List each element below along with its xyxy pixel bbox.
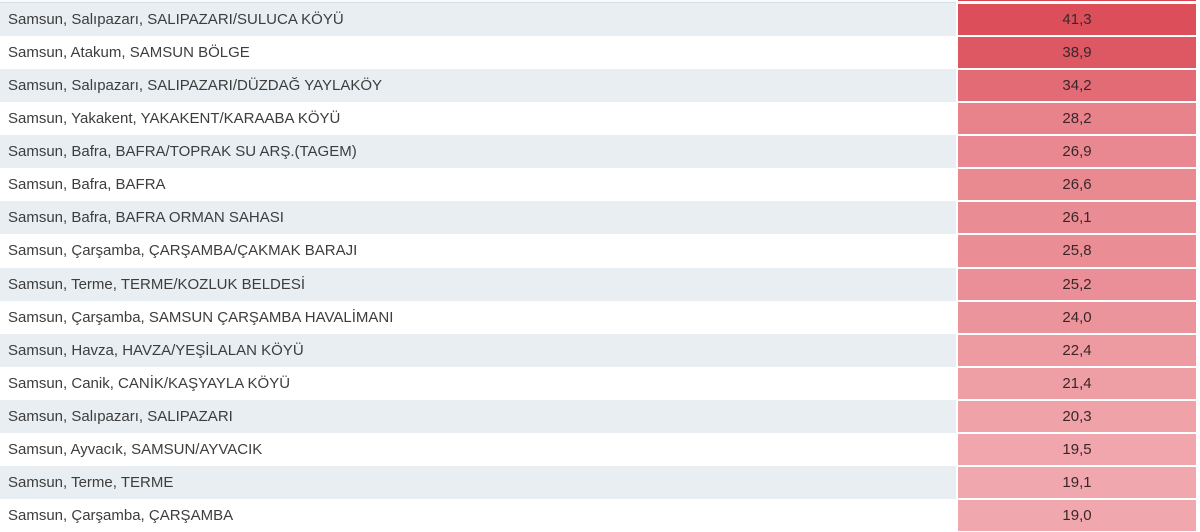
value-cell-frame: 26,6 bbox=[958, 168, 1200, 202]
table-row: Samsun, Yakakent, YAKAKENT/KARAABA KÖYÜ … bbox=[0, 102, 1200, 136]
table-row: Samsun, Ayvacık, SAMSUN/AYVACIK 19,5 bbox=[0, 432, 1200, 466]
value-cell: 26,9 bbox=[958, 136, 1196, 168]
station-name-cell: Samsun, Çarşamba, SAMSUN ÇARŞAMBA HAVALİ… bbox=[0, 300, 956, 334]
column-gap bbox=[956, 300, 958, 334]
value-cell: 19,1 bbox=[958, 466, 1196, 498]
table-row: Samsun, Çarşamba, ÇARŞAMBA 19,0 bbox=[0, 498, 1200, 532]
cutoff-value-cell bbox=[958, 0, 1196, 3]
column-gap bbox=[956, 36, 958, 70]
value-cell-frame: 21,4 bbox=[958, 366, 1200, 400]
station-name-cell: Samsun, Çarşamba, ÇARŞAMBA/ÇAKMAK BARAJI bbox=[0, 234, 956, 268]
table-row: Samsun, Bafra, BAFRA ORMAN SAHASI 26,1 bbox=[0, 201, 1200, 235]
column-gap bbox=[956, 69, 958, 103]
value-cell-frame: 41,3 bbox=[958, 3, 1200, 37]
station-name-cell: Samsun, Havza, HAVZA/YEŞİLALAN KÖYÜ bbox=[0, 333, 956, 367]
column-gap bbox=[956, 201, 958, 235]
table-row: Samsun, Çarşamba, SAMSUN ÇARŞAMBA HAVALİ… bbox=[0, 300, 1200, 334]
column-gap bbox=[956, 135, 958, 169]
table-row: Samsun, Bafra, BAFRA/TOPRAK SU ARŞ.(TAGE… bbox=[0, 135, 1200, 169]
table-row: Samsun, Çarşamba, ÇARŞAMBA/ÇAKMAK BARAJI… bbox=[0, 234, 1200, 268]
value-cell-frame: 38,9 bbox=[958, 36, 1200, 70]
station-name-cell: Samsun, Terme, TERME/KOZLUK BELDESİ bbox=[0, 267, 956, 301]
value-cell: 20,3 bbox=[958, 400, 1196, 432]
station-name-cell: Samsun, Salıpazarı, SALIPAZARI bbox=[0, 399, 956, 433]
station-name-cell: Samsun, Yakakent, YAKAKENT/KARAABA KÖYÜ bbox=[0, 102, 956, 136]
value-cell-frame: 25,8 bbox=[958, 234, 1200, 268]
station-name-cell: Samsun, Atakum, SAMSUN BÖLGE bbox=[0, 36, 956, 70]
table-row: Samsun, Canik, CANİK/KAŞYAYLA KÖYÜ 21,4 bbox=[0, 366, 1200, 400]
cutoff-location-cell bbox=[0, 0, 956, 3]
value-cell-frame: 34,2 bbox=[958, 69, 1200, 103]
value-cell: 26,6 bbox=[958, 169, 1196, 201]
station-name-cell: Samsun, Ayvacık, SAMSUN/AYVACIK bbox=[0, 432, 956, 466]
value-cell: 24,0 bbox=[958, 301, 1196, 333]
column-gap bbox=[956, 498, 958, 532]
column-gap bbox=[956, 465, 958, 499]
table-row: Samsun, Terme, TERME/KOZLUK BELDESİ 25,2 bbox=[0, 267, 1200, 301]
station-name-cell: Samsun, Terme, TERME bbox=[0, 465, 956, 499]
column-gap bbox=[956, 399, 958, 433]
value-cell: 22,4 bbox=[958, 334, 1196, 366]
value-cell: 38,9 bbox=[958, 37, 1196, 69]
cutoff-row-top bbox=[0, 0, 1200, 3]
value-cell: 34,2 bbox=[958, 70, 1196, 102]
value-cell-frame: 19,0 bbox=[958, 498, 1200, 532]
column-gap bbox=[956, 102, 958, 136]
value-cell-frame: 19,1 bbox=[958, 465, 1200, 499]
table-row: Samsun, Salıpazarı, SALIPAZARI/DÜZDAĞ YA… bbox=[0, 69, 1200, 103]
table-row: Samsun, Terme, TERME 19,1 bbox=[0, 465, 1200, 499]
value-cell-frame: 24,0 bbox=[958, 300, 1200, 334]
value-cell: 25,8 bbox=[958, 235, 1196, 267]
column-gap bbox=[956, 3, 958, 37]
column-gap bbox=[956, 234, 958, 268]
value-cell-frame: 25,2 bbox=[958, 267, 1200, 301]
station-name-cell: Samsun, Bafra, BAFRA bbox=[0, 168, 956, 202]
column-gap bbox=[956, 432, 958, 466]
station-name-cell: Samsun, Salıpazarı, SALIPAZARI/SULUCA KÖ… bbox=[0, 3, 956, 37]
value-cell: 21,4 bbox=[958, 367, 1196, 399]
value-cell-frame: 22,4 bbox=[958, 333, 1200, 367]
value-cell: 26,1 bbox=[958, 202, 1196, 234]
value-cell: 41,3 bbox=[958, 4, 1196, 36]
column-gap bbox=[956, 168, 958, 202]
value-cell-frame: 26,1 bbox=[958, 201, 1200, 235]
table-row: Samsun, Salıpazarı, SALIPAZARI/SULUCA KÖ… bbox=[0, 3, 1200, 37]
column-gap bbox=[956, 333, 958, 367]
station-name-cell: Samsun, Canik, CANİK/KAŞYAYLA KÖYÜ bbox=[0, 366, 956, 400]
column-gap bbox=[956, 267, 958, 301]
value-cell-frame: 20,3 bbox=[958, 399, 1200, 433]
table-row: Samsun, Salıpazarı, SALIPAZARI 20,3 bbox=[0, 399, 1200, 433]
station-name-cell: Samsun, Salıpazarı, SALIPAZARI/DÜZDAĞ YA… bbox=[0, 69, 956, 103]
value-cell-frame: 28,2 bbox=[958, 102, 1200, 136]
value-cell-frame: 26,9 bbox=[958, 135, 1200, 169]
station-name-cell: Samsun, Bafra, BAFRA ORMAN SAHASI bbox=[0, 201, 956, 235]
value-cell: 28,2 bbox=[958, 103, 1196, 135]
station-name-cell: Samsun, Bafra, BAFRA/TOPRAK SU ARŞ.(TAGE… bbox=[0, 135, 956, 169]
value-cell-frame: 19,5 bbox=[958, 432, 1200, 466]
value-cell: 19,5 bbox=[958, 433, 1196, 465]
column-gap bbox=[956, 0, 958, 3]
table-row: Samsun, Bafra, BAFRA 26,6 bbox=[0, 168, 1200, 202]
value-cell: 19,0 bbox=[958, 499, 1196, 531]
station-name-cell: Samsun, Çarşamba, ÇARŞAMBA bbox=[0, 498, 956, 532]
column-gap bbox=[956, 366, 958, 400]
table-row: Samsun, Havza, HAVZA/YEŞİLALAN KÖYÜ 22,4 bbox=[0, 333, 1200, 367]
value-cell: 25,2 bbox=[958, 268, 1196, 300]
table-row: Samsun, Atakum, SAMSUN BÖLGE 38,9 bbox=[0, 36, 1200, 70]
